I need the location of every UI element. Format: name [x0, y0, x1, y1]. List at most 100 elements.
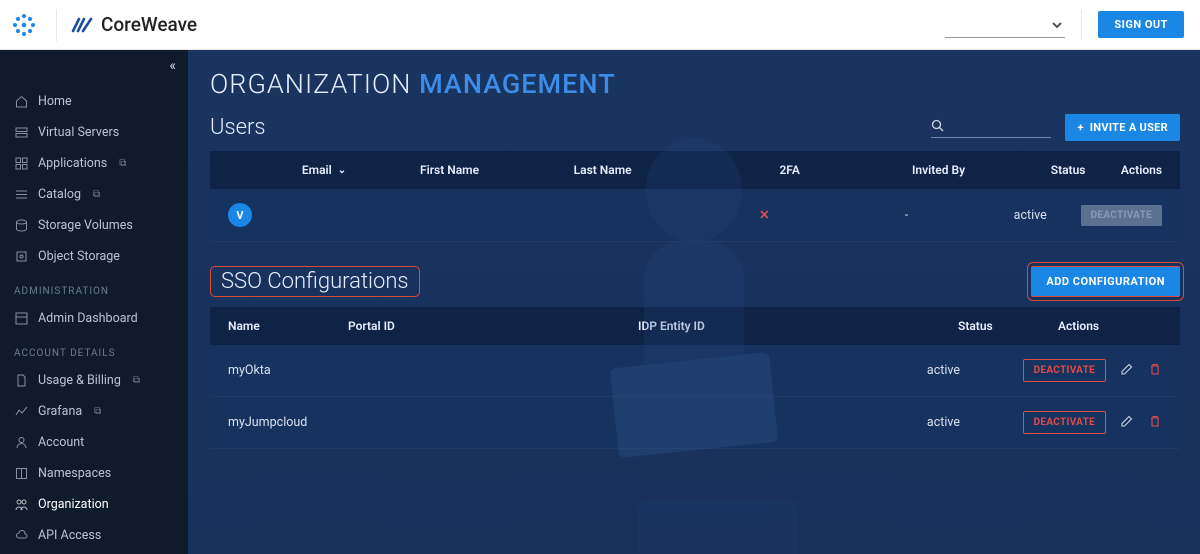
- nav-label: Object Storage: [38, 249, 120, 264]
- edit-icon[interactable]: [1120, 414, 1134, 432]
- users-heading: Users: [210, 115, 266, 140]
- col-invited-by[interactable]: Invited By: [862, 163, 1016, 177]
- brand-name: CoreWeave: [101, 13, 197, 36]
- page-title: ORGANIZATION MANAGEMENT: [210, 68, 1180, 100]
- avatar: V: [228, 203, 252, 227]
- content-area: ORGANIZATION MANAGEMENT Users + INVITE A…: [188, 50, 1200, 554]
- doc-icon: [14, 374, 28, 388]
- nav-label: Account: [38, 435, 84, 450]
- nav-section-label: ACCOUNT DETAILS: [0, 334, 188, 365]
- dash-icon: [14, 312, 28, 326]
- user-row: V✕-activeDEACTIVATE: [210, 189, 1180, 242]
- sso-status: active: [927, 415, 1023, 430]
- grid-icon: [14, 157, 28, 171]
- nav-label: Organization: [38, 497, 109, 512]
- sign-out-button[interactable]: SIGN OUT: [1098, 11, 1184, 38]
- server-icon: [14, 126, 28, 140]
- nav-label: Home: [38, 94, 72, 109]
- nav-label: Virtual Servers: [38, 125, 119, 140]
- divider: [56, 9, 57, 41]
- brand-wordmark: CoreWeave: [71, 13, 197, 36]
- sso-name: myJumpcloud: [228, 415, 343, 430]
- sso-section-header: SSO Configurations ADD CONFIGURATION: [210, 266, 1180, 297]
- sso-row: myOkta activeDEACTIVATE: [210, 345, 1180, 397]
- brand-slash-icon: [71, 17, 93, 33]
- col-email[interactable]: Email ⌄: [228, 163, 420, 177]
- context-select[interactable]: [945, 12, 1065, 38]
- sso-table-head: Name Portal ID IDP Entity ID Status Acti…: [210, 307, 1180, 345]
- sso-name: myOkta: [228, 363, 343, 378]
- top-bar: CoreWeave SIGN OUT: [0, 0, 1200, 50]
- user-search[interactable]: [931, 117, 1051, 138]
- sidebar-item-applications[interactable]: Applications ⧉: [0, 148, 188, 179]
- trash-icon[interactable]: [1148, 362, 1162, 380]
- deactivate-user-button: DEACTIVATE: [1081, 205, 1162, 226]
- col-name[interactable]: Name: [228, 319, 348, 333]
- edit-icon[interactable]: [1120, 362, 1134, 380]
- graf-icon: [14, 405, 28, 419]
- nav-label: Grafana: [38, 404, 82, 419]
- sidebar-item-admin-dashboard[interactable]: Admin Dashboard: [0, 303, 188, 334]
- home-icon: [14, 95, 28, 109]
- users-table: Email ⌄ First Name Last Name 2FA Invited…: [210, 151, 1180, 242]
- sso-heading: SSO Configurations: [210, 266, 420, 297]
- collapse-sidebar-icon[interactable]: «: [169, 58, 176, 74]
- sidebar-item-account[interactable]: Account: [0, 427, 188, 458]
- sso-table: Name Portal ID IDP Entity ID Status Acti…: [210, 307, 1180, 449]
- search-icon: [931, 119, 944, 136]
- col-first-name[interactable]: First Name: [420, 163, 574, 177]
- sidebar-item-home[interactable]: Home: [0, 86, 188, 117]
- trash-icon[interactable]: [1148, 414, 1162, 432]
- deactivate-sso-button[interactable]: DEACTIVATE: [1023, 411, 1106, 434]
- sidebar-item-object-storage[interactable]: Object Storage: [0, 241, 188, 272]
- nav-label: Storage Volumes: [38, 218, 133, 233]
- col-actions: Actions: [1058, 319, 1162, 333]
- user-invited-by: -: [833, 208, 980, 223]
- sidebar-item-namespaces[interactable]: Namespaces: [0, 458, 188, 489]
- user-icon: [14, 436, 28, 450]
- sso-row: myJumpcloud activeDEACTIVATE: [210, 397, 1180, 449]
- ns-icon: [14, 467, 28, 481]
- deactivate-sso-button[interactable]: DEACTIVATE: [1023, 359, 1106, 382]
- sidebar: « HomeVirtual ServersApplications⧉Catalo…: [0, 50, 188, 554]
- col-idp-entity[interactable]: IDP Entity ID: [638, 319, 958, 333]
- bucket-icon: [14, 250, 28, 264]
- nav-label: Admin Dashboard: [38, 311, 138, 326]
- divider: [1081, 10, 1082, 40]
- sidebar-item-usage-billing[interactable]: Usage & Billing ⧉: [0, 365, 188, 396]
- twofa-status-icon: ✕: [759, 208, 769, 223]
- col-2fa[interactable]: 2FA: [718, 163, 862, 177]
- external-link-icon: ⧉: [133, 375, 140, 386]
- cloud-icon: [14, 529, 28, 543]
- brand-mark-icon: [10, 11, 38, 39]
- list-icon: [14, 188, 28, 202]
- invite-user-button[interactable]: + INVITE A USER: [1065, 114, 1180, 141]
- sidebar-item-catalog[interactable]: Catalog⧉: [0, 179, 188, 210]
- nav-label: Applications: [38, 156, 107, 171]
- sso-status: active: [927, 363, 1023, 378]
- col-status[interactable]: Status: [1015, 163, 1121, 177]
- external-link-icon: ⧉: [93, 189, 100, 200]
- sidebar-item-storage-volumes[interactable]: Storage Volumes: [0, 210, 188, 241]
- sidebar-item-api-access[interactable]: API Access: [0, 520, 188, 551]
- external-link-icon: ⧉: [94, 406, 101, 417]
- nav-section-label: ADMINISTRATION: [0, 272, 188, 303]
- sidebar-item-virtual-servers[interactable]: Virtual Servers: [0, 117, 188, 148]
- col-actions: Actions: [1121, 163, 1162, 177]
- users-table-head: Email ⌄ First Name Last Name 2FA Invited…: [210, 151, 1180, 189]
- brand-area: CoreWeave: [0, 9, 197, 41]
- nav-label: Namespaces: [38, 466, 111, 481]
- add-configuration-button[interactable]: ADD CONFIGURATION: [1031, 266, 1180, 297]
- org-icon: [14, 498, 28, 512]
- sidebar-item-organization[interactable]: Organization: [0, 489, 188, 520]
- external-link-icon: ⧉: [119, 158, 126, 169]
- search-input[interactable]: [944, 117, 1044, 137]
- col-status[interactable]: Status: [958, 319, 1058, 333]
- col-portal-id[interactable]: Portal ID: [348, 319, 638, 333]
- nav-label: Usage & Billing: [38, 373, 121, 388]
- disk-icon: [14, 219, 28, 233]
- sidebar-item-grafana[interactable]: Grafana ⧉: [0, 396, 188, 427]
- col-last-name[interactable]: Last Name: [574, 163, 718, 177]
- nav-label: API Access: [38, 528, 101, 543]
- sort-chevron-down-icon: ⌄: [338, 165, 346, 176]
